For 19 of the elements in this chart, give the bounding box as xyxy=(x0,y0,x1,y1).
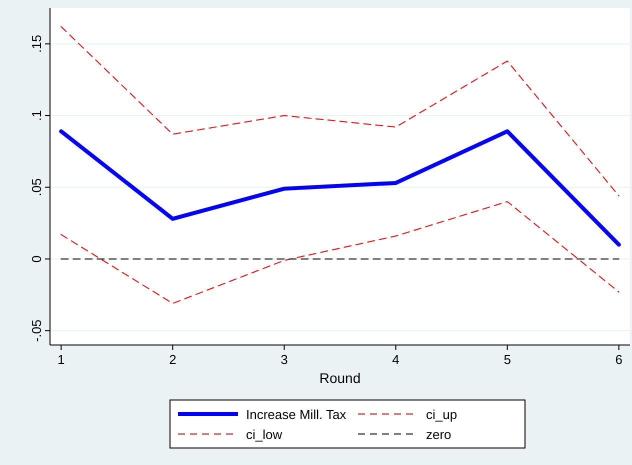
x-tick-label: 5 xyxy=(504,352,511,367)
x-tick-label: 6 xyxy=(615,352,622,367)
x-axis-title: Round xyxy=(319,370,361,386)
y-tick-label: -.05 xyxy=(29,319,44,342)
y-tick-label: .05 xyxy=(29,178,44,196)
line-series xyxy=(60,201,620,304)
legend-label: ci_low xyxy=(246,427,283,442)
y-tick-label: .15 xyxy=(29,34,44,53)
y-tick-label: 0 xyxy=(29,255,44,263)
line-series xyxy=(59,129,621,247)
x-tick-label: 1 xyxy=(58,352,65,367)
x-tick-label: 3 xyxy=(280,352,288,367)
legend-label: Increase Mill. Tax xyxy=(246,407,347,422)
x-tick-label: 4 xyxy=(392,352,400,367)
legend-label: ci_up xyxy=(426,407,458,422)
x-tick-label: 2 xyxy=(169,352,176,367)
legend-label: zero xyxy=(426,427,452,442)
y-tick-label: .1 xyxy=(29,110,44,121)
line-series xyxy=(60,26,620,196)
